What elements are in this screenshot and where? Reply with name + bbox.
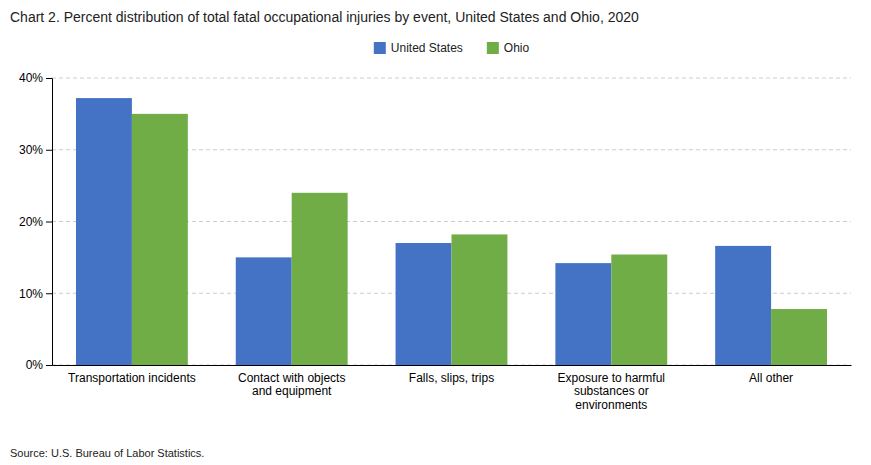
- tick-label: 40%: [19, 71, 43, 85]
- x-axis: Transportation incidents Contact with obj…: [53, 366, 852, 413]
- tick-mark: [46, 222, 52, 223]
- tick: Falls, slips, trips: [409, 371, 494, 385]
- bar: [236, 257, 292, 365]
- axis-line: [46, 79, 53, 366]
- legend: United States Ohio: [374, 41, 530, 55]
- tick: 20%: [19, 215, 52, 229]
- tick-mark: [46, 150, 52, 151]
- bar: [452, 234, 508, 365]
- title: Chart 2. Percent distribution of total f…: [10, 9, 639, 25]
- grid: [52, 78, 851, 365]
- legend-item: United States: [374, 41, 463, 55]
- tick: 30%: [19, 143, 52, 157]
- bar: [771, 309, 827, 365]
- legend-swatch: [374, 42, 386, 54]
- tick: Contact with objectsand equipment: [238, 371, 345, 399]
- chart: Chart 2. Percent distribution of total f…: [0, 0, 871, 465]
- bar: [132, 114, 188, 365]
- series: [132, 114, 827, 365]
- bar: [396, 243, 452, 365]
- tick-label: Exposure to harmfulsubstances orenvironm…: [558, 371, 665, 413]
- tick: 0%: [26, 358, 52, 372]
- tick-label: Falls, slips, trips: [409, 371, 494, 385]
- tick-label: 20%: [19, 215, 43, 229]
- series: [76, 98, 771, 365]
- tick-label: Contact with objectsand equipment: [238, 371, 345, 399]
- tick: Transportation incidents: [68, 371, 196, 385]
- tick-mark: [46, 293, 52, 294]
- legend-item: Ohio: [487, 41, 530, 55]
- bar: [611, 255, 667, 365]
- bars: [76, 98, 827, 365]
- legend-label: Ohio: [504, 41, 530, 55]
- bar: [715, 246, 771, 365]
- tick: All other: [749, 371, 793, 385]
- tick-mark: [46, 78, 52, 79]
- grid-line: [52, 78, 851, 79]
- bar: [292, 193, 348, 365]
- y-axis: 0% 10% 20% 30% 40%: [19, 71, 53, 372]
- tick: 40%: [19, 71, 52, 85]
- tick-mark: [46, 365, 52, 366]
- legend-label: United States: [391, 41, 463, 55]
- tick-label: 30%: [19, 143, 43, 157]
- axis-line: [53, 365, 852, 366]
- tick: 10%: [19, 287, 52, 301]
- source: Source: U.S. Bureau of Labor Statistics.: [10, 447, 204, 459]
- tick: Exposure to harmfulsubstances orenvironm…: [558, 371, 665, 413]
- plot: 0% 10% 20% 30% 40% Transportation incidents Co…: [19, 71, 852, 412]
- legend-swatch: [487, 42, 499, 54]
- bar: [76, 98, 132, 365]
- tick-label: All other: [749, 371, 793, 385]
- tick-label: 10%: [19, 287, 43, 301]
- tick-label: Transportation incidents: [68, 371, 196, 385]
- bar: [555, 263, 611, 365]
- tick-label: 0%: [26, 358, 44, 372]
